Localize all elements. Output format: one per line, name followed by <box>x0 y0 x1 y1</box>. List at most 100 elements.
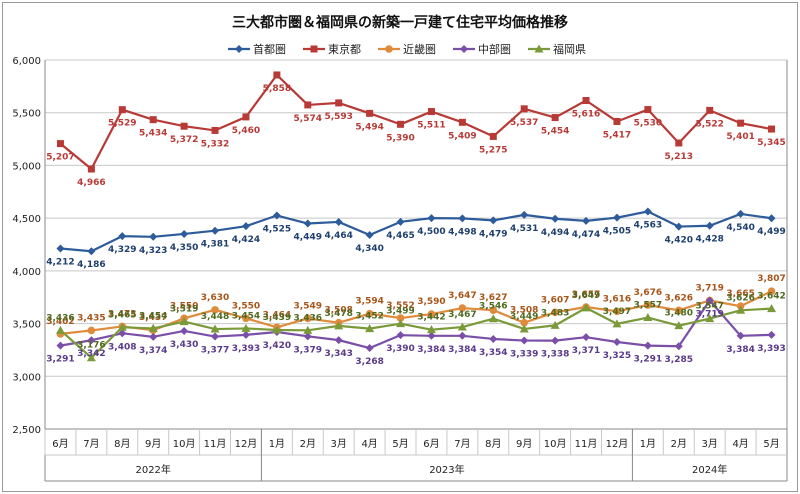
data-point <box>550 320 560 329</box>
data-label: 3,719 <box>695 309 723 319</box>
data-point <box>241 323 251 332</box>
x-tick-label: 6月 <box>423 438 439 450</box>
data-label: 3,557 <box>634 301 662 311</box>
data-point <box>366 109 374 117</box>
data-point <box>489 132 497 140</box>
data-point <box>458 214 467 223</box>
chart-title: 三大都市圏＆福岡県の新築一戸建て住宅平均価格推移 <box>232 14 568 31</box>
data-label: 4,525 <box>263 225 291 235</box>
x-tick-label: 1月 <box>640 438 656 450</box>
data-point <box>87 247 96 256</box>
data-label: 5,616 <box>572 109 600 119</box>
x-tick-label: 11月 <box>204 438 227 450</box>
data-point <box>334 321 344 330</box>
data-point <box>303 325 313 334</box>
y-tick-label: 2,500 <box>12 425 41 436</box>
data-label: 3,439 <box>263 313 291 323</box>
data-label: 5,409 <box>448 131 476 141</box>
data-label: 3,435 <box>77 313 105 323</box>
y-tick-label: 3,500 <box>12 320 41 331</box>
data-point <box>612 213 621 222</box>
data-label: 3,719 <box>695 283 723 293</box>
data-label: 3,483 <box>541 308 569 318</box>
data-label: 5,417 <box>603 130 631 140</box>
data-point <box>304 101 312 109</box>
data-point <box>582 96 590 104</box>
data-point <box>427 214 436 223</box>
y-tick-label: 4,000 <box>12 267 41 278</box>
data-point <box>117 322 127 331</box>
data-label: 3,436 <box>294 313 322 323</box>
data-label: 3,430 <box>170 340 198 350</box>
data-point <box>520 105 528 113</box>
data-point <box>520 210 529 219</box>
x-tick-label: 4月 <box>732 438 748 450</box>
data-label: 3,550 <box>170 301 198 311</box>
data-label: 4,464 <box>324 231 352 241</box>
data-point <box>365 324 375 333</box>
data-point <box>272 211 281 220</box>
data-label: 3,807 <box>757 274 785 284</box>
data-point <box>489 334 498 343</box>
data-label: 3,499 <box>386 307 414 317</box>
legend-marker <box>385 45 393 53</box>
x-tick-label: 6月 <box>52 438 68 450</box>
data-point <box>674 342 683 351</box>
data-label: 3,480 <box>665 309 693 319</box>
data-label: 3,390 <box>386 344 414 354</box>
data-point <box>767 214 776 223</box>
line-chart: 三大都市圏＆福岡県の新築一戸建て住宅平均価格推移 首都圏 東京都 近畿圏 中部圏 福岡県… <box>12 14 788 482</box>
data-label: 3,384 <box>726 345 754 355</box>
x-tick-label: 9月 <box>145 438 161 450</box>
data-label: 3,550 <box>232 301 260 311</box>
data-label: 4,479 <box>479 229 507 239</box>
data-point <box>520 318 529 327</box>
y-tick-label: 6,000 <box>12 56 41 67</box>
data-label: 3,325 <box>603 351 631 361</box>
data-label: 3,448 <box>201 312 229 322</box>
data-point <box>582 333 591 342</box>
data-label: 4,340 <box>355 244 383 254</box>
data-point <box>736 209 745 218</box>
data-point <box>458 304 467 312</box>
data-label: 3,420 <box>263 341 291 351</box>
data-point <box>520 336 529 345</box>
data-point <box>426 325 436 334</box>
data-label: 3,465 <box>108 310 136 320</box>
x-tick-label: 12月 <box>235 438 258 450</box>
series-lines <box>55 71 777 362</box>
data-point <box>179 317 189 326</box>
data-point <box>335 99 343 107</box>
data-point <box>705 296 714 305</box>
data-label: 3,657 <box>572 290 600 300</box>
data-label: 4,449 <box>294 233 322 243</box>
legend-entry: 中部圏 <box>478 42 511 56</box>
data-point <box>365 231 374 240</box>
data-point <box>767 287 776 296</box>
data-point <box>334 217 343 226</box>
legend-entry: 福岡県 <box>553 42 586 56</box>
data-label: 3,354 <box>479 348 507 358</box>
data-point <box>273 71 281 79</box>
x-tick-label: 7月 <box>454 438 470 450</box>
data-label: 5,275 <box>479 145 507 155</box>
data-label: 4,505 <box>603 227 631 237</box>
year-label: 2024年 <box>692 463 727 476</box>
grid <box>44 59 788 481</box>
legend-entry: 近畿圏 <box>403 42 436 56</box>
data-label: 4,428 <box>695 235 723 245</box>
data-label: 5,213 <box>665 152 693 162</box>
data-point <box>211 306 219 314</box>
data-point <box>768 125 776 133</box>
data-label: 3,594 <box>355 297 383 307</box>
data-point <box>396 319 406 328</box>
data-label: 3,384 <box>417 345 445 355</box>
x-tick-label: 4月 <box>361 438 377 450</box>
x-axis: 6月 7月 8月 9月 10月 11月 12月 1月 2月 3月 4月 5月 6月 7月 8月 9月 10月 11… <box>44 429 787 482</box>
data-point <box>210 324 220 333</box>
data-label: 4,474 <box>572 230 600 240</box>
data-label: 5,207 <box>46 153 74 163</box>
data-label: 3,467 <box>448 310 476 320</box>
data-point <box>705 314 715 323</box>
